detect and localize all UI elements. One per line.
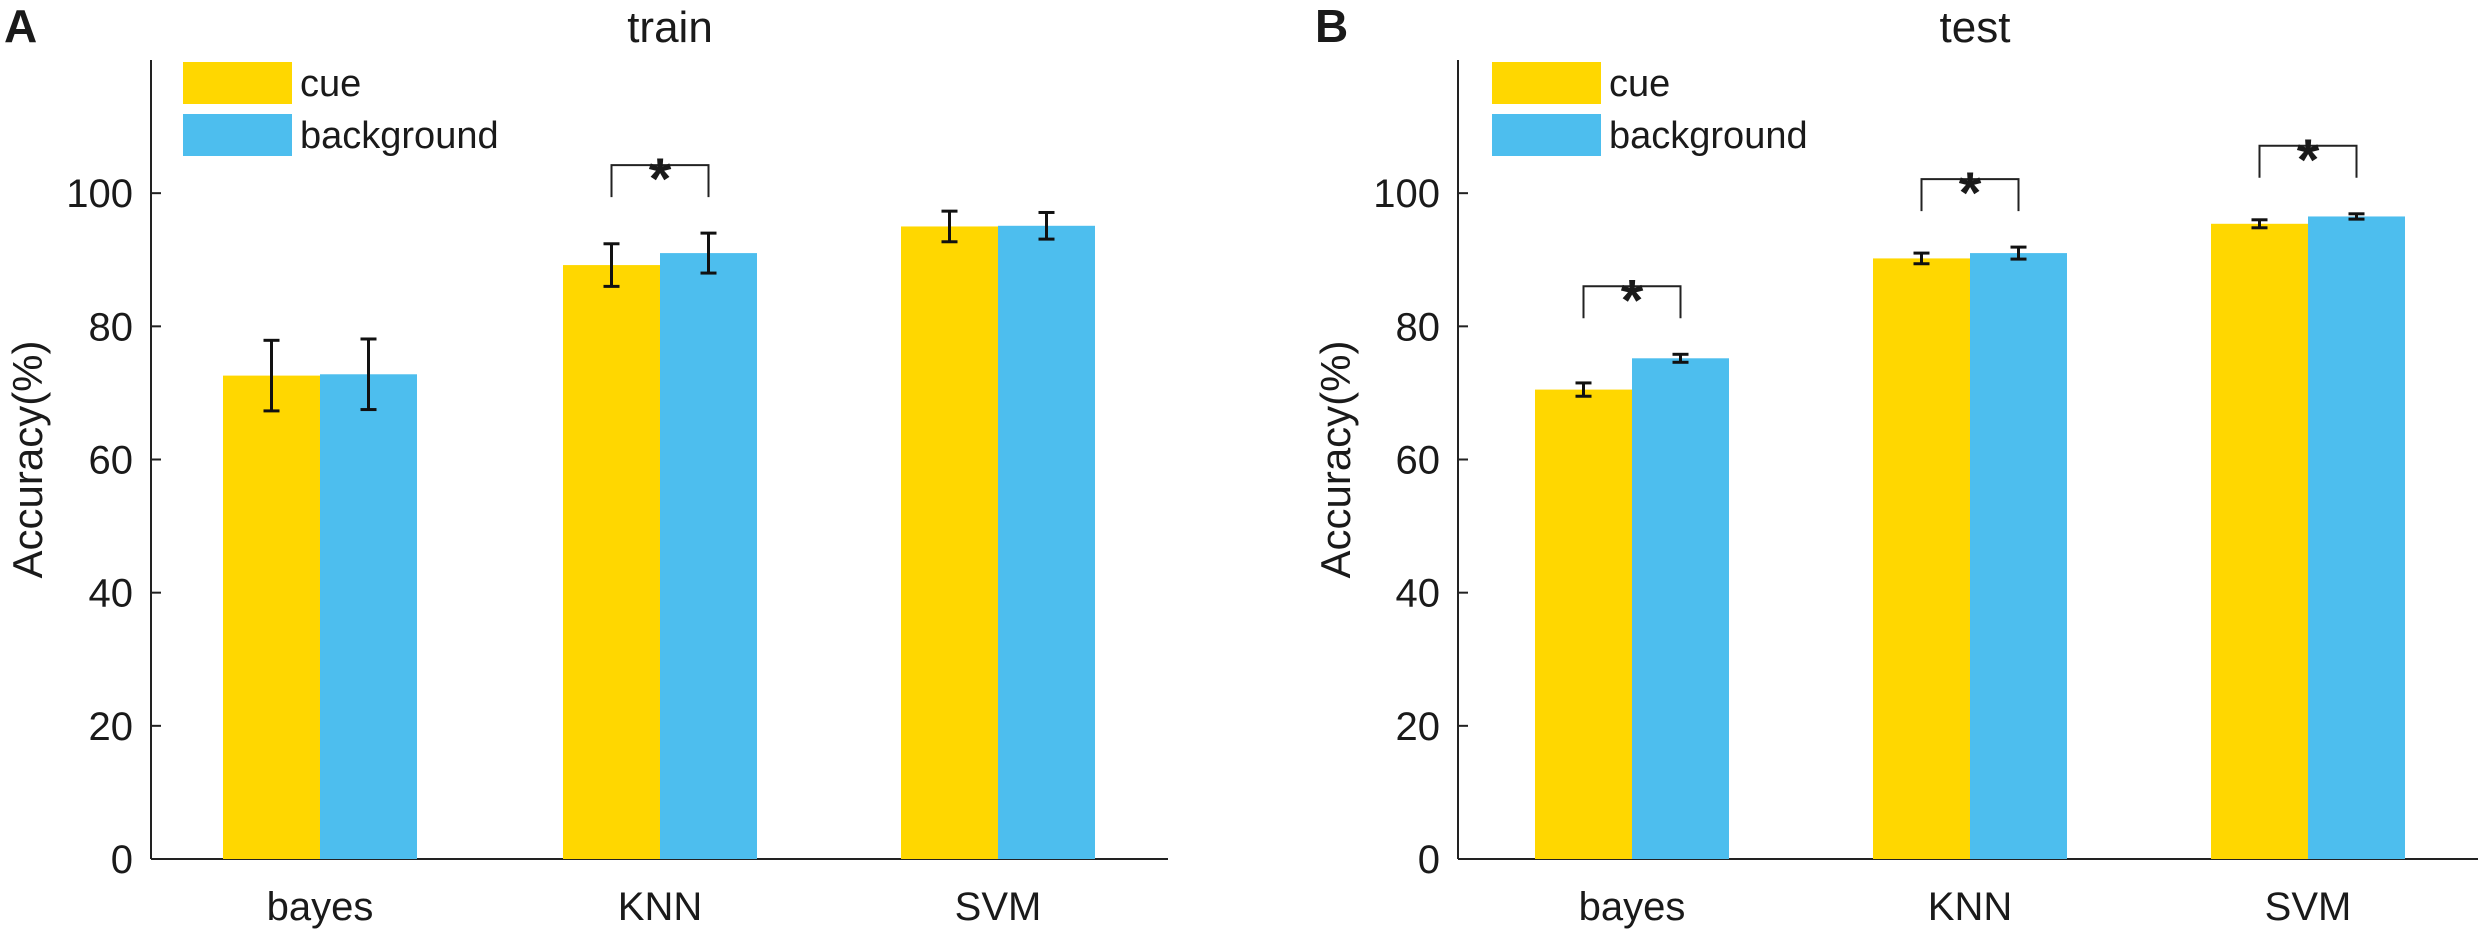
- significance-bracket: [1920, 178, 2020, 212]
- y-tick-label: 60: [1396, 439, 1441, 483]
- y-tick-label: 0: [1418, 838, 1440, 882]
- x-tick-label: bayes: [267, 885, 374, 929]
- bar-cue-SVM: [901, 226, 998, 860]
- bar-cue-SVM: [2211, 223, 2308, 860]
- bar-cue-KNN: [563, 265, 660, 859]
- significance-star: *: [2297, 128, 2320, 193]
- bar-background-SVM: [998, 225, 1095, 860]
- significance-star: *: [1959, 161, 1982, 226]
- x-tick-label: KNN: [618, 885, 702, 929]
- legend-label-background: background: [300, 115, 499, 157]
- chart-title: test: [1940, 3, 2011, 52]
- legend-swatch-background: [183, 114, 292, 156]
- y-tick-label: 20: [89, 705, 134, 749]
- y-tick-label: 100: [1373, 172, 1440, 216]
- y-tick-label: 100: [66, 172, 133, 216]
- bar-background-KNN: [1970, 253, 2067, 859]
- panel-letter: B: [1315, 0, 1348, 52]
- significance-star: *: [1621, 268, 1644, 333]
- y-tick-label: 40: [89, 572, 134, 616]
- y-tick-label: 80: [1396, 305, 1441, 349]
- bar-background-bayes: [320, 374, 417, 859]
- bar-background-bayes: [1632, 358, 1729, 859]
- chart-title: train: [627, 3, 713, 52]
- bar-cue-bayes: [223, 375, 320, 859]
- significance-bracket: [1582, 285, 1682, 319]
- legend-swatch-background: [1492, 114, 1601, 156]
- x-tick-label: bayes: [1579, 885, 1686, 929]
- bar-background-KNN: [660, 253, 757, 859]
- legend-label-cue: cue: [1609, 63, 1670, 105]
- y-tick-label: 80: [89, 305, 134, 349]
- significance-bracket: [610, 164, 710, 198]
- legend-swatch-cue: [1492, 62, 1601, 104]
- bar-background-SVM: [2308, 216, 2405, 860]
- x-tick-label: SVM: [2265, 885, 2352, 929]
- y-tick-label: 0: [111, 838, 133, 882]
- x-tick-label: KNN: [1928, 885, 2012, 929]
- y-tick-label: 40: [1396, 572, 1441, 616]
- x-tick-label: SVM: [955, 885, 1042, 929]
- y-tick-label: 60: [89, 439, 134, 483]
- significance-bracket: [2258, 144, 2358, 178]
- bar-cue-bayes: [1535, 389, 1632, 859]
- legend-swatch-cue: [183, 62, 292, 104]
- legend-label-cue: cue: [300, 63, 361, 105]
- y-axis-label: Accuracy(%): [1312, 340, 1359, 578]
- y-tick-label: 20: [1396, 705, 1441, 749]
- panel-letter: A: [4, 0, 37, 52]
- y-axis-label: Accuracy(%): [4, 340, 51, 578]
- legend-label-background: background: [1609, 115, 1808, 157]
- significance-star: *: [649, 147, 672, 212]
- bar-cue-KNN: [1873, 258, 1970, 859]
